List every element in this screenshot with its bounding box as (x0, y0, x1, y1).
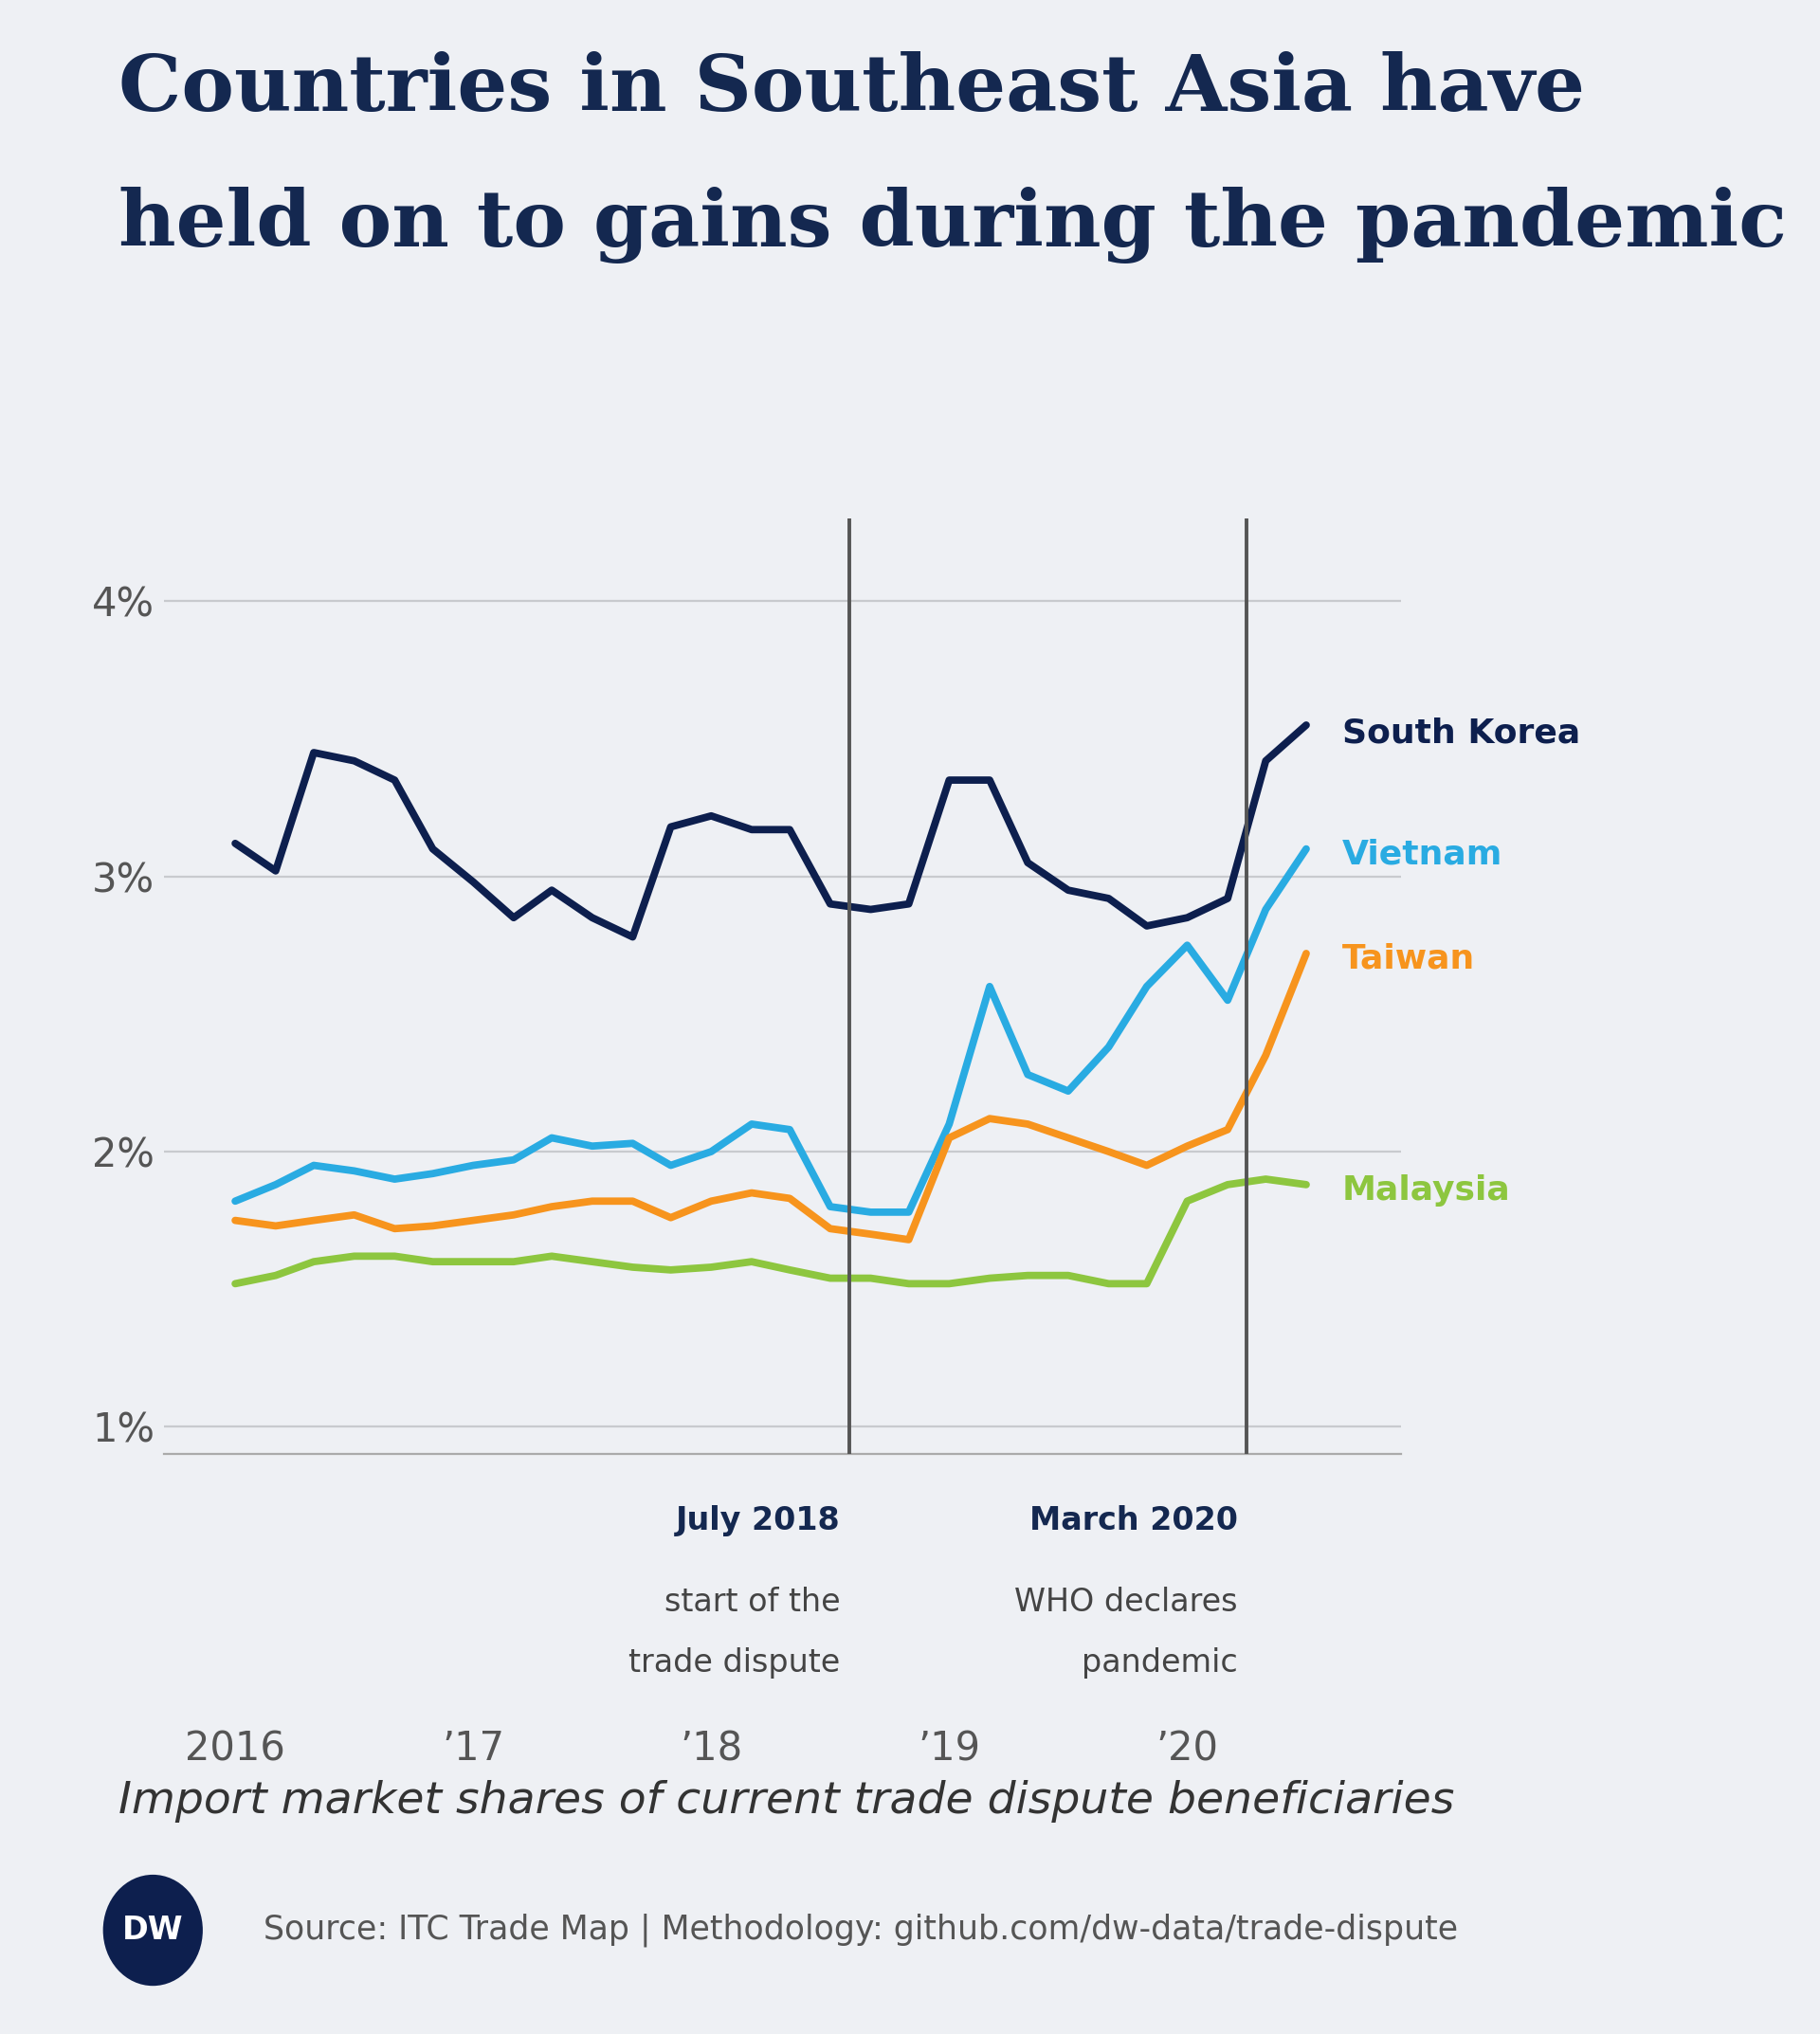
Text: March 2020: March 2020 (1028, 1505, 1238, 1536)
Text: pandemic: pandemic (1081, 1648, 1238, 1678)
Text: WHO declares: WHO declares (1014, 1587, 1238, 1617)
Text: Vietnam: Vietnam (1341, 838, 1503, 871)
Text: DW: DW (122, 1914, 184, 1947)
Text: Countries in Southeast Asia have: Countries in Southeast Asia have (118, 51, 1585, 126)
Text: Taiwan: Taiwan (1341, 944, 1474, 974)
Text: ’19: ’19 (917, 1729, 981, 1770)
Text: July 2018: July 2018 (675, 1505, 841, 1536)
Text: Source: ITC Trade Map | Methodology: github.com/dw-data/trade-dispute: Source: ITC Trade Map | Methodology: git… (264, 1914, 1458, 1947)
Text: 2016: 2016 (186, 1729, 286, 1770)
Text: South Korea: South Korea (1341, 718, 1580, 749)
Text: start of the: start of the (664, 1587, 841, 1617)
Text: ’17: ’17 (442, 1729, 504, 1770)
Text: ’20: ’20 (1156, 1729, 1218, 1770)
Text: ’18: ’18 (681, 1729, 743, 1770)
Text: held on to gains during the pandemic: held on to gains during the pandemic (118, 187, 1787, 264)
Circle shape (104, 1875, 202, 1985)
Text: trade dispute: trade dispute (628, 1648, 841, 1678)
Text: Malaysia: Malaysia (1341, 1174, 1511, 1206)
Text: Import market shares of current trade dispute beneficiaries: Import market shares of current trade di… (118, 1780, 1454, 1822)
